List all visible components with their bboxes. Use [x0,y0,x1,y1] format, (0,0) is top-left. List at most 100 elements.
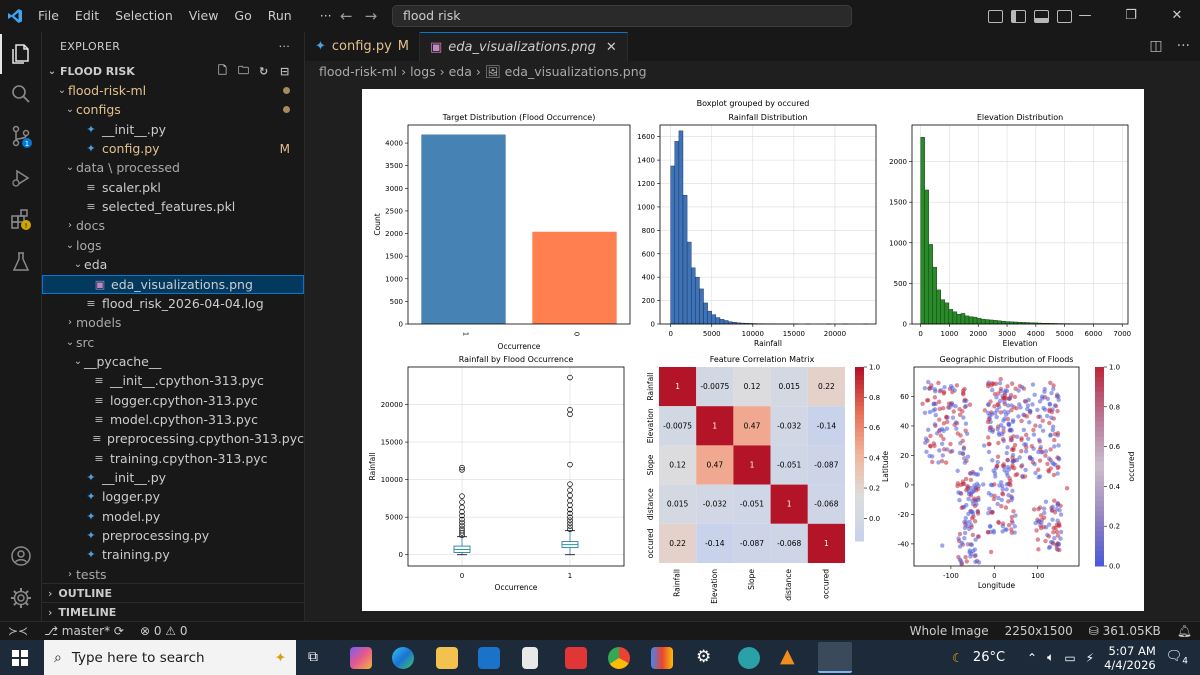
forward-arrow-icon[interactable]: → [364,7,378,25]
run-debug-icon[interactable] [0,158,42,198]
tree-item[interactable]: ✦ logger.py [42,487,304,506]
tree-item[interactable]: ✦ __init__.py [42,120,304,139]
network-icon[interactable]: ⚡︎ [1085,650,1095,665]
explorer-more-icon[interactable]: ··· [278,39,290,53]
tree-item[interactable]: ✦ model.py [42,507,304,526]
weather-temp[interactable]: 26°C [972,650,1006,665]
tree-item[interactable]: ⌄ logs [42,236,304,255]
tree-item[interactable]: ✦ training.py [42,545,304,564]
toggle-panel-icon[interactable] [1034,9,1049,23]
tray-expand-icon[interactable]: ⌃ [1027,650,1038,665]
more-actions-icon[interactable]: ··· [1176,38,1190,54]
extensions-icon[interactable]: ! [0,200,42,240]
problems-status[interactable]: ⊗ 0 ⚠ 0 [139,624,188,638]
close-tab-icon[interactable]: ✕ [605,39,617,55]
branch-status[interactable]: ⎇ master* ⟳ [44,624,124,638]
tree-item[interactable]: ≡ __init__.cpython-313.pyc [42,371,304,390]
geo-colorbar-segment [1095,546,1104,552]
tree-item[interactable]: ⌄ configs [42,100,304,119]
copilot-app-icon[interactable] [350,647,372,669]
boxplot-ytick-label: 5000 [385,514,403,522]
heatmap-cell-label: 0.47 [706,461,723,470]
menu-run[interactable]: Run [267,8,292,23]
customize-layout-icon[interactable] [988,9,1003,23]
tree-item[interactable]: ✦ preprocessing.py [42,526,304,545]
wps-office-icon[interactable] [565,647,587,669]
testing-flask-icon[interactable] [0,242,42,282]
search-icon[interactable] [0,74,42,114]
clock[interactable]: 5:07 AM 4/4/2026 [1104,644,1156,672]
geo-scatter-point [957,531,963,537]
chrome-icon[interactable] [608,647,630,669]
battery-icon[interactable]: ▭ [1064,650,1076,665]
settings-gear-icon[interactable] [0,578,42,618]
breadcrumb[interactable]: flood-risk-ml › logs › eda › 🖼 eda_visua… [305,61,1200,83]
source-control-icon[interactable]: 1 [0,116,42,156]
geo-scatter-point [930,454,935,459]
tree-item[interactable]: ⌄ __pycache__ [42,352,304,371]
restore-button[interactable]: ❐ [1125,8,1137,23]
file-explorer-icon[interactable] [436,647,458,669]
vlc-icon[interactable]: ▲ [780,645,795,667]
geo-colorbar-segment [1095,406,1104,413]
tree-item[interactable]: ✦ __init__.py [42,468,304,487]
taskbar-search[interactable]: ⌕ Type here to search ✦ [44,640,296,675]
edge-browser-icon[interactable] [392,647,414,669]
task-view-icon[interactable]: ⧉ [308,649,318,665]
tree-item[interactable]: ⌄ flood-risk-ml [42,81,304,100]
tree-item[interactable]: ≡ logger.cpython-313.pyc [42,391,304,410]
tree-item[interactable]: ≡ flood_risk_2026-04-04.log [42,294,304,313]
workspace-root[interactable]: ⌄ FLOOD RISK 🗋 🗀 ↻ ⊟ [42,62,304,81]
tree-item[interactable]: ⌄ src [42,333,304,352]
search-app-icon[interactable] [738,647,760,669]
tree-item[interactable]: ≡ selected_features.pkl [42,197,304,216]
tree-item[interactable]: ≡ model.cpython-313.pyc [42,410,304,429]
close-window-button[interactable]: ✕ [1171,8,1183,23]
volume-icon[interactable]: 🔈︎ [1047,650,1055,664]
outlook-icon[interactable] [478,647,500,669]
tree-item[interactable]: › docs [42,216,304,235]
tree-item[interactable]: ≡ scaler.pkl [42,178,304,197]
split-editor-icon[interactable]: ◫ [1149,38,1163,54]
geo-scatter-point [922,410,928,416]
menu-go[interactable]: Go [234,8,252,23]
remote-icon[interactable]: ≻≺ [8,624,29,638]
tab-config-py[interactable]: ✦ config.py M [305,32,420,61]
menu-view[interactable]: View [188,8,219,23]
image-preview[interactable]: Target Distribution (Flood Occurrence) 0 5… [362,89,1144,611]
notifications-icon[interactable]: 🔔︎ [1176,624,1192,638]
menu-file[interactable]: File [38,8,59,23]
tree-item[interactable]: ≡ training.cpython-313.pyc [42,449,304,468]
settings-app-icon[interactable]: ⚙ [696,647,712,667]
tree-item[interactable]: ✦ config.py M [42,139,304,158]
menu-selection[interactable]: Selection [115,8,173,23]
vscode-taskbar-icon[interactable] [818,642,852,673]
refresh-icon[interactable]: ↻ [259,65,269,78]
notification-center-icon[interactable]: 🗨︎4 [1165,648,1188,667]
windows-start-icon[interactable] [12,650,28,666]
tree-item[interactable]: › models [42,313,304,332]
image-zoom-status[interactable]: Whole Image [909,624,989,638]
menu-edit[interactable]: Edit [74,8,100,23]
explorer-icon[interactable] [0,34,42,74]
toggle-secondary-sidebar-icon[interactable] [1057,9,1072,23]
outline-section[interactable]: › OUTLINE [42,583,304,602]
toggle-sidebar-icon[interactable] [1011,9,1026,23]
back-arrow-icon[interactable]: ← [340,7,353,25]
tree-item[interactable]: ⌄ data \ processed [42,158,304,177]
tree-item[interactable]: ≡ preprocessing.cpython-313.pyc [42,429,304,448]
new-file-icon[interactable]: 🗋 [218,64,227,77]
account-icon[interactable] [0,536,42,576]
timeline-section[interactable]: › TIMELINE [42,602,304,621]
command-center-search[interactable]: flood risk [392,5,852,27]
tree-item[interactable]: ⌄ eda [42,255,304,274]
tab-eda-visualizations[interactable]: ▣ eda_visualizations.png ✕ [419,32,628,61]
gmail-icon[interactable] [651,647,673,669]
tree-item[interactable]: › tests [42,565,304,584]
minimize-button[interactable]: — [1078,8,1092,23]
tree-item[interactable]: ▣ eda_visualizations.png [42,274,304,294]
document-app-icon[interactable] [522,647,538,669]
collapse-all-icon[interactable]: ⊟ [280,65,290,78]
new-folder-icon[interactable]: 🗀 [238,64,249,77]
menu-more[interactable]: ··· [319,8,332,23]
